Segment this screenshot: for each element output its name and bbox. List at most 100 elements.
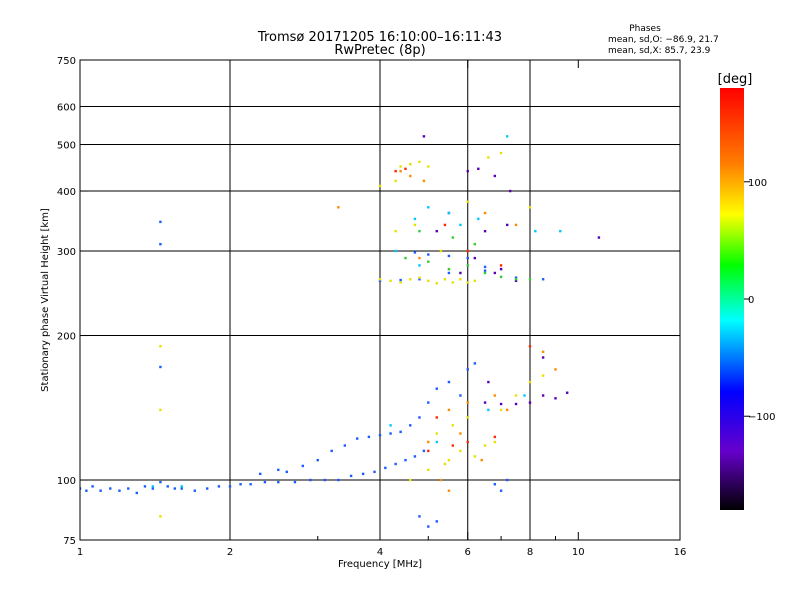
data-point-purple (514, 402, 518, 406)
data-point-green (528, 278, 532, 281)
data-point-cyan (418, 264, 421, 267)
colorbar-tick-label: −100 (748, 412, 775, 423)
data-point-yellow (443, 278, 447, 281)
data-point-blue (367, 435, 371, 439)
data-point-green (473, 242, 477, 246)
data-point-yellow (473, 455, 477, 458)
data-point-yellow (541, 374, 545, 377)
data-point-blue (541, 278, 545, 281)
data-point-green (404, 256, 407, 260)
data-point-blue (285, 470, 288, 474)
y-tick-label: 750 (57, 56, 76, 67)
data-point-yellow (466, 416, 469, 419)
data-point-yellow (413, 223, 417, 227)
data-point-blue (173, 487, 177, 490)
data-point-blue (427, 525, 430, 528)
data-point-purple (477, 167, 480, 171)
data-point-cyan (534, 229, 537, 233)
data-point-purple (466, 169, 469, 173)
data-point-purple (541, 356, 545, 359)
data-point-blue (427, 253, 430, 256)
data-point-blue (301, 464, 305, 468)
data-point-yellow (399, 165, 402, 168)
data-point-blue (418, 416, 421, 419)
data-point-red (466, 249, 469, 253)
data-point-blue (109, 487, 112, 490)
data-point-blue (422, 449, 426, 453)
data-point-blue (399, 278, 402, 282)
data-point-cyan (151, 485, 155, 488)
y-tick-label: 400 (57, 187, 76, 198)
data-point-blue (277, 468, 280, 472)
data-point-blue (435, 387, 438, 390)
data-point-cyan (427, 206, 430, 209)
data-point-blue (323, 478, 327, 482)
data-point-yellow (435, 432, 438, 435)
data-point-purple (473, 256, 477, 260)
data-point-orange (459, 432, 462, 435)
data-point-yellow (427, 165, 430, 168)
data-point-purple (435, 229, 438, 233)
data-point-red (443, 223, 447, 227)
data-point-purple (483, 401, 487, 404)
x-tick-label: 4 (377, 547, 383, 558)
data-point-purple (499, 402, 503, 406)
colorbar: [deg] 100 0 −100 (718, 72, 775, 510)
data-point-cyan (487, 408, 490, 412)
data-point-blue (418, 278, 421, 281)
data-point-blue (418, 515, 421, 518)
data-point-orange (505, 408, 509, 412)
phase-stats-x: mean, sd,X: 85.7, 23.9 (608, 46, 711, 56)
y-tick-label: 75 (63, 536, 76, 547)
data-point-yellow (394, 229, 397, 233)
data-point-yellow (159, 408, 162, 412)
data-point-blue (166, 485, 169, 488)
y-tick-label: 600 (57, 103, 76, 114)
chart-title: Tromsø 20171205 16:10:00–16:11:43 (257, 30, 502, 45)
y-tick-label: 200 (57, 332, 76, 343)
y-tick-label: 300 (57, 247, 76, 258)
data-point-orange (399, 169, 402, 173)
data-point-yellow (459, 278, 462, 281)
data-point-blue (228, 485, 232, 488)
data-point-yellow (427, 468, 430, 472)
data-point-blue (151, 487, 155, 490)
data-point-blue (404, 458, 407, 462)
phase-stats-o: mean, sd,O: −86.9, 21.7 (608, 35, 719, 45)
colorbar-tick-label: 100 (748, 178, 767, 189)
data-point-yellow (418, 276, 421, 279)
data-point-blue (143, 485, 147, 488)
data-point-blue (361, 472, 365, 476)
data-point-orange (483, 211, 487, 215)
data-point-blue (259, 472, 262, 476)
data-point-yellow (409, 162, 412, 166)
data-point-blue (473, 362, 477, 365)
data-point-purple (554, 397, 557, 400)
data-point-cyan (459, 223, 462, 227)
data-point-blue (343, 444, 347, 447)
data-point-purple (493, 174, 497, 178)
data-point-cyan (413, 217, 417, 221)
data-point-green (451, 236, 455, 239)
data-point-blue (514, 276, 518, 279)
data-point-green (427, 260, 430, 263)
data-point-blue (330, 449, 333, 453)
data-point-orange (409, 174, 412, 178)
data-point-yellow (389, 279, 392, 283)
data-point-yellow (394, 179, 397, 183)
data-point-yellow (409, 478, 412, 482)
data-point-purple (514, 279, 518, 283)
data-point-blue (447, 380, 451, 384)
data-point-cyan (523, 394, 526, 397)
data-point-blue (483, 269, 487, 272)
data-point-cyan (180, 485, 183, 488)
data-point-green (514, 278, 518, 281)
data-point-orange (554, 368, 557, 371)
data-point-orange (422, 179, 426, 183)
data-point-orange (493, 394, 497, 397)
data-point-yellow (483, 444, 487, 447)
data-point-red (499, 264, 503, 267)
y-tick-label: 100 (57, 476, 76, 487)
data-point-blue (427, 401, 430, 404)
data-point-yellow (447, 458, 451, 462)
